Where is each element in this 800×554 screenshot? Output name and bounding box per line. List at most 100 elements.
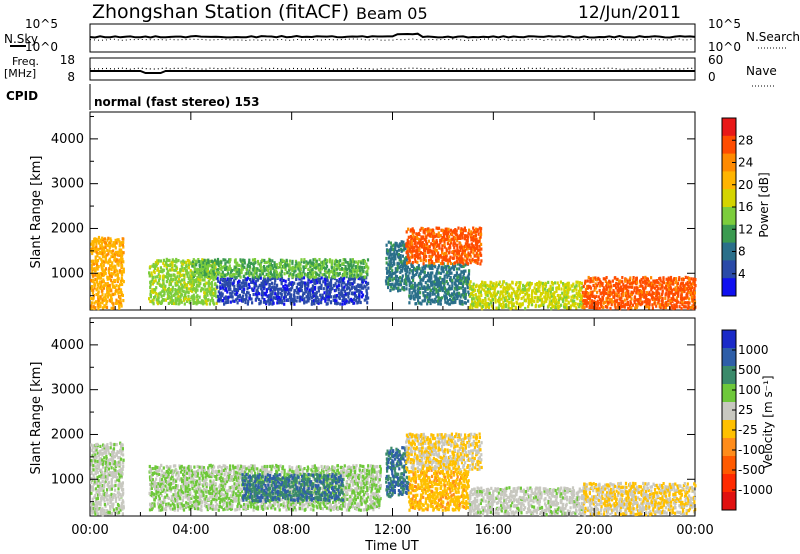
radar-cell <box>162 276 165 280</box>
radar-cell <box>465 259 468 264</box>
radar-cell <box>454 264 457 268</box>
radar-cell <box>518 292 521 296</box>
radar-cell <box>401 254 404 258</box>
radar-cell <box>445 267 448 271</box>
radar-cell <box>98 492 101 497</box>
radar-cell <box>237 287 240 291</box>
radar-cell <box>355 287 358 291</box>
radar-cell <box>110 450 113 454</box>
radar-cell <box>343 267 346 271</box>
radar-cell <box>399 254 402 258</box>
radar-cell <box>616 282 619 286</box>
radar-cell <box>174 292 177 296</box>
radar-cell <box>91 454 94 458</box>
radar-cell <box>454 300 457 304</box>
radar-cell <box>363 259 366 263</box>
radar-cell <box>229 281 232 285</box>
radar-cell <box>515 306 518 310</box>
radar-cell <box>452 265 455 269</box>
radar-cell <box>459 281 462 285</box>
radar-cell <box>397 262 401 266</box>
radar-cell <box>576 297 579 301</box>
radar-cell <box>99 301 102 305</box>
radar-cell <box>192 275 195 279</box>
radar-cell <box>99 305 102 309</box>
radar-cell <box>250 280 253 284</box>
radar-cell <box>475 227 478 231</box>
radar-cell <box>293 295 296 299</box>
radar-cell <box>449 255 452 259</box>
radar-cell <box>385 276 388 280</box>
radar-cell <box>633 286 636 290</box>
radar-cell <box>323 277 326 281</box>
colorbar-swatch <box>722 278 736 297</box>
radar-cell <box>96 272 99 276</box>
radar-cell <box>405 267 409 271</box>
radar-cell <box>276 297 279 301</box>
radar-cell <box>676 281 679 285</box>
radar-cell <box>103 444 106 448</box>
radar-cell <box>203 258 206 262</box>
radar-cell <box>208 263 212 268</box>
radar-cell <box>97 502 100 506</box>
radar-cell <box>120 504 123 508</box>
radar-cell <box>358 298 361 302</box>
radar-cell <box>486 293 489 297</box>
radar-cell <box>458 279 462 283</box>
radar-cell <box>265 300 268 304</box>
radar-cell <box>95 468 98 472</box>
radar-cell <box>386 249 390 253</box>
nsearch-tick-bottom: 10^0 <box>708 40 741 54</box>
radar-cell <box>579 297 583 301</box>
radar-cell <box>117 495 120 499</box>
radar-cell <box>277 299 281 303</box>
radar-cell <box>659 283 662 287</box>
radar-cell <box>620 296 623 300</box>
radar-cell <box>450 232 454 236</box>
radar-cell <box>594 282 597 286</box>
radar-cell <box>101 462 104 466</box>
radar-cell <box>248 269 251 273</box>
radar-cell <box>191 264 194 268</box>
radar-cell <box>446 288 449 292</box>
radar-cell <box>164 275 167 279</box>
radar-cell <box>94 487 97 491</box>
radar-cell <box>121 472 124 476</box>
radar-cell <box>476 261 479 265</box>
radar-cell <box>110 297 113 301</box>
radar-cell <box>96 470 99 474</box>
radar-cell <box>291 285 294 289</box>
radar-cell <box>96 300 99 304</box>
radar-cell <box>255 271 258 276</box>
radar-cell <box>155 469 158 473</box>
radar-cell <box>248 265 251 269</box>
radar-cell <box>236 261 239 265</box>
radar-cell <box>271 276 274 280</box>
radar-cell <box>617 294 620 298</box>
radar-cell <box>225 282 229 286</box>
radar-cell <box>90 459 93 463</box>
radar-cell <box>433 282 436 286</box>
radar-cell <box>417 293 420 297</box>
radar-cell <box>516 290 519 294</box>
colorbar-swatch <box>722 153 736 172</box>
radar-cell <box>93 480 97 484</box>
radar-cell <box>182 285 185 289</box>
radar-cell <box>191 289 194 293</box>
radar-cell <box>690 282 693 286</box>
radar-cell <box>243 287 246 291</box>
radar-cell <box>445 296 448 300</box>
radar-cell <box>153 471 156 475</box>
radar-cell <box>185 287 188 291</box>
radar-cell <box>178 285 181 289</box>
nave-label: Nave <box>746 64 777 78</box>
radar-cell <box>148 297 151 301</box>
radar-cell <box>616 298 619 302</box>
radar-cell <box>499 285 502 289</box>
radar-cell <box>452 237 455 241</box>
radar-cell <box>307 271 310 276</box>
radar-cell <box>228 277 231 281</box>
radar-cell <box>261 289 264 294</box>
radar-cell <box>581 285 584 289</box>
radar-cell <box>624 302 627 306</box>
